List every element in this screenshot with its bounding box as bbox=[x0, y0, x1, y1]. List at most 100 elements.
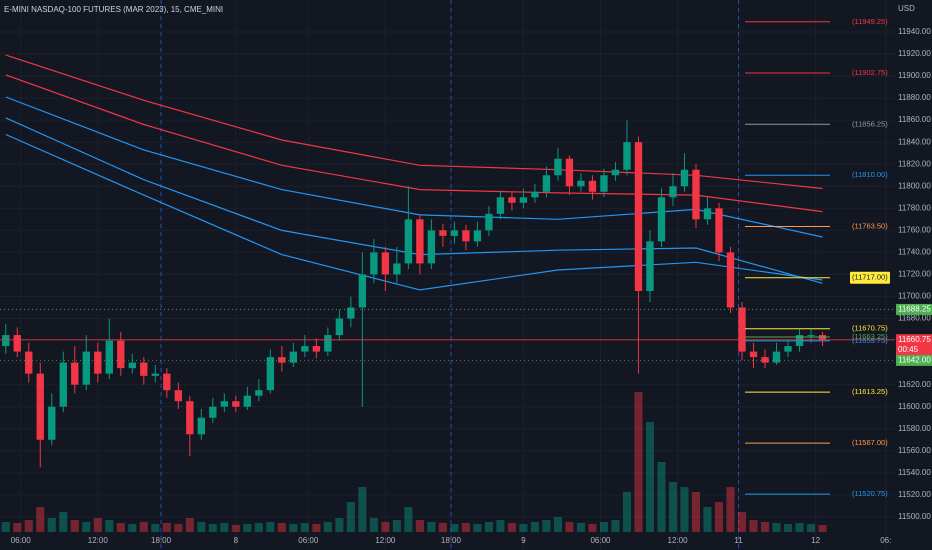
volume-bar bbox=[795, 523, 804, 532]
volume-bar bbox=[772, 523, 781, 532]
y-tick-label: 11940.00 bbox=[898, 27, 931, 36]
x-tick-label: 18:00 bbox=[151, 536, 172, 545]
candle-body bbox=[531, 191, 539, 198]
candle-body bbox=[772, 351, 781, 363]
candle-body bbox=[301, 346, 309, 352]
candle-body bbox=[450, 230, 459, 236]
volume-bar bbox=[208, 524, 217, 532]
volume-bar bbox=[622, 492, 631, 532]
volume-bar bbox=[450, 524, 459, 532]
x-tick-label: 11 bbox=[734, 536, 743, 545]
volume-bar bbox=[427, 522, 436, 532]
y-tick-label: 11760.00 bbox=[898, 225, 931, 234]
price-box bbox=[896, 303, 932, 315]
volume-bar bbox=[174, 524, 183, 532]
volume-bar bbox=[277, 523, 286, 532]
level-label: (11567.00) bbox=[852, 438, 888, 447]
candle-body bbox=[462, 230, 470, 242]
y-tick-label: 11600.00 bbox=[898, 402, 931, 411]
level-label: (11810.00) bbox=[852, 170, 888, 179]
x-tick-label: 06:00 bbox=[590, 536, 611, 545]
volume-bar bbox=[760, 522, 770, 532]
x-tick-label: 18:00 bbox=[441, 536, 462, 545]
volume-bar bbox=[599, 522, 608, 532]
candle-body bbox=[13, 335, 21, 352]
level-label: (11763.50) bbox=[852, 221, 888, 230]
volume-bar bbox=[1, 522, 10, 532]
candle-body bbox=[692, 169, 700, 220]
volume-bar bbox=[737, 512, 747, 532]
candle-body bbox=[611, 169, 620, 176]
candle-body bbox=[508, 197, 516, 203]
candle-body bbox=[278, 357, 286, 363]
y-tick-label: 11520.00 bbox=[898, 490, 931, 499]
candle-body bbox=[174, 390, 182, 402]
volume-bar bbox=[530, 522, 539, 532]
candle-body bbox=[519, 197, 528, 203]
candle-body bbox=[2, 335, 10, 347]
y-tick-label: 11820.00 bbox=[898, 159, 931, 168]
volume-bar bbox=[496, 520, 505, 532]
plot: (11949.25) (11902.75) (11856.25) (11810.00)… bbox=[0, 17, 895, 532]
volume-bar bbox=[300, 523, 309, 532]
candle-body bbox=[577, 180, 585, 187]
volume-bar bbox=[392, 520, 401, 532]
volume-bar bbox=[369, 518, 378, 532]
volume-bar bbox=[507, 523, 516, 532]
currency: USD bbox=[898, 4, 915, 13]
candle-body bbox=[680, 169, 689, 187]
level-label: (11717.00) bbox=[852, 273, 888, 282]
volume-bar bbox=[59, 512, 68, 532]
candle-body bbox=[243, 395, 252, 407]
y-tick-label: 11880.00 bbox=[898, 93, 931, 102]
volume-bar bbox=[473, 524, 482, 532]
volume-bar bbox=[714, 502, 724, 532]
volume-bar bbox=[461, 523, 470, 532]
x-tick-label: 12 bbox=[811, 536, 820, 545]
x-tick-label: 06: bbox=[880, 536, 891, 545]
candle-body bbox=[634, 142, 643, 291]
volume-bar bbox=[588, 524, 597, 532]
volume-bar bbox=[703, 507, 712, 532]
volume-bar bbox=[749, 520, 758, 532]
price-axis bbox=[895, 0, 932, 550]
level-label: (11856.25) bbox=[852, 119, 888, 128]
candle-body bbox=[48, 406, 56, 440]
volume-bar bbox=[162, 523, 171, 532]
candle-body bbox=[473, 230, 482, 242]
volume-bar bbox=[611, 520, 620, 532]
volume-bar bbox=[231, 525, 240, 532]
volume-bar bbox=[519, 524, 528, 532]
x-tick-label: 9 bbox=[521, 536, 526, 545]
y-tick-label: 11500.00 bbox=[898, 512, 931, 521]
candle-body bbox=[807, 335, 815, 337]
volume-bar bbox=[36, 507, 45, 532]
candle-body bbox=[71, 362, 79, 385]
y-tick-label: 11700.00 bbox=[898, 292, 931, 301]
y-tick-label: 11620.00 bbox=[898, 380, 931, 389]
candle-body bbox=[117, 340, 125, 369]
candle-body bbox=[393, 263, 401, 275]
candle-body bbox=[312, 346, 321, 352]
volume-bar bbox=[565, 522, 574, 532]
x-tick-label: 06:00 bbox=[11, 536, 32, 545]
candle-body bbox=[381, 252, 390, 275]
candle-body bbox=[657, 197, 666, 242]
price-label: 11642.00 bbox=[898, 356, 931, 365]
candle-body bbox=[646, 241, 654, 291]
candle-body bbox=[554, 158, 562, 176]
y-tick-label: 11780.00 bbox=[898, 203, 931, 212]
candle-body bbox=[151, 373, 159, 376]
candle-body bbox=[439, 230, 447, 236]
y-tick-label: 11860.00 bbox=[898, 115, 931, 124]
candle-body bbox=[197, 417, 205, 435]
volume-bar bbox=[634, 392, 643, 532]
candle-body bbox=[266, 357, 275, 391]
volume-bar bbox=[691, 492, 701, 532]
volume-bar bbox=[680, 487, 689, 532]
x-tick-label: 12:00 bbox=[375, 536, 396, 545]
volume-bar bbox=[438, 523, 447, 532]
